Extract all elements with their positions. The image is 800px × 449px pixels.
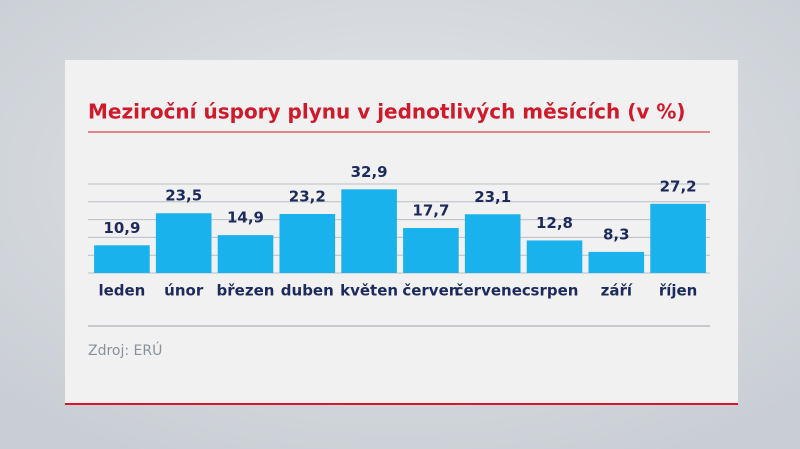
x-tick-label: červen: [402, 282, 459, 300]
bar: [464, 214, 521, 273]
value-label: 23,5: [165, 187, 202, 205]
bar: [650, 203, 706, 273]
x-tick-label: duben: [281, 282, 334, 300]
bar: [155, 213, 212, 273]
bar: [279, 214, 336, 273]
value-label: 32,9: [351, 163, 388, 181]
x-tick-label: červenec: [455, 282, 531, 300]
value-label: 8,3: [603, 225, 630, 243]
x-tick-label: srpen: [531, 282, 579, 300]
value-label: 12,8: [536, 214, 573, 232]
x-tick-label: březen: [217, 282, 275, 300]
chart-title: Meziroční úspory plynu v jednotlivých mě…: [88, 100, 686, 124]
bar: [94, 245, 150, 273]
x-tick-label: květen: [340, 282, 398, 300]
bar: [217, 235, 274, 273]
x-tick-label: leden: [98, 282, 145, 300]
x-tick-label: říjen: [659, 282, 698, 300]
value-label: 10,9: [103, 219, 140, 237]
bar: [341, 189, 397, 273]
value-label: 27,2: [660, 177, 697, 195]
bar: [526, 240, 583, 273]
x-tick-label: září: [601, 282, 633, 300]
bar: [403, 227, 459, 273]
value-label: 23,1: [474, 188, 511, 206]
source: Zdroj: ERÚ: [88, 341, 162, 359]
x-tick-label: únor: [164, 282, 204, 300]
value-label: 14,9: [227, 209, 264, 227]
bar: [588, 251, 645, 273]
value-label: 17,7: [412, 201, 449, 219]
value-label: 23,2: [289, 188, 326, 206]
